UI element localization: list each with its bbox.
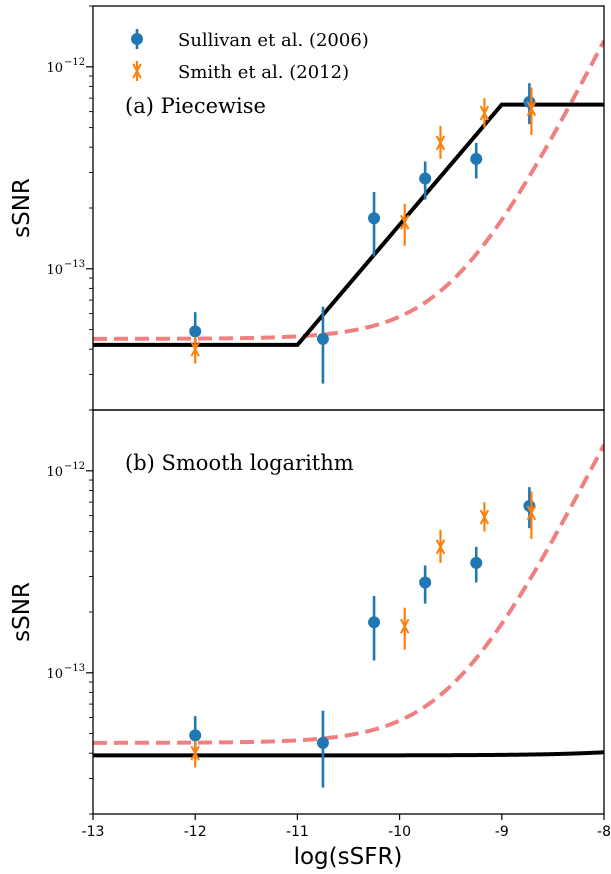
smith-point [190, 745, 200, 761]
smith-point [399, 214, 410, 230]
piecewise-model-line [93, 102, 604, 347]
smith-point [526, 101, 537, 117]
reference-model-dashed-line [93, 443, 604, 745]
y-tick-exponent: −13 [64, 663, 85, 674]
legend-sullivan-marker [131, 33, 143, 45]
legend-sullivan-label: Sullivan et al. (2006) [178, 30, 369, 51]
legend: Sullivan et al. (2006) Smith et al. (2012… [131, 29, 369, 83]
smith-point [435, 135, 446, 151]
sullivan-point [419, 576, 432, 589]
smith-point [435, 539, 446, 555]
y-tick-exponent: −12 [64, 57, 85, 68]
sullivan-point [189, 325, 202, 338]
sullivan-point [419, 172, 432, 185]
panel-a-label: (a) Piecewise [125, 94, 266, 118]
smith-point [479, 105, 490, 121]
panel-b-frame [92, 409, 605, 815]
legend-smith-label: Smith et al. (2012) [178, 62, 349, 83]
sullivan-point [368, 616, 381, 629]
y-tick-label: 10 [46, 263, 63, 278]
smith-point [190, 341, 200, 357]
legend-smith-marker [132, 63, 142, 79]
x-tick-label: -10 [388, 824, 411, 840]
x-axis-label: log(sSFR) [294, 844, 403, 870]
y-tick-label: 10 [46, 465, 63, 480]
smith-point [479, 509, 490, 525]
smith-point [526, 505, 537, 521]
x-axis: -13 -12 -11 -10 -9 -8 [82, 814, 611, 840]
sullivan-point [368, 212, 381, 225]
x-tick-label: -8 [597, 824, 611, 840]
sullivan-point [470, 152, 483, 165]
x-tick-label: -11 [286, 824, 309, 840]
x-tick-label: -13 [82, 824, 105, 840]
y-axis-label-top: sSNR [9, 178, 35, 238]
smith-point [399, 618, 410, 634]
sullivan-point [189, 729, 202, 742]
y-tick-label: 10 [46, 667, 63, 682]
panel-a: Sullivan et al. (2006) Smith et al. (2012… [46, 5, 605, 411]
reference-model-dashed-line [93, 39, 604, 341]
y-tick-exponent: −12 [64, 461, 85, 472]
x-tick-label: -9 [495, 824, 509, 840]
panel-b-label: (b) Smooth logarithm [125, 451, 354, 475]
y-tick-exponent: −13 [64, 259, 85, 270]
sullivan-point [316, 736, 329, 749]
x-tick-label: -12 [184, 824, 207, 840]
y-axis-label-bottom: sSNR [9, 582, 35, 642]
smooth-log-model-line [93, 750, 604, 758]
sullivan-point [470, 556, 483, 569]
y-tick-label: 10 [46, 61, 63, 76]
sullivan-point [316, 332, 329, 345]
